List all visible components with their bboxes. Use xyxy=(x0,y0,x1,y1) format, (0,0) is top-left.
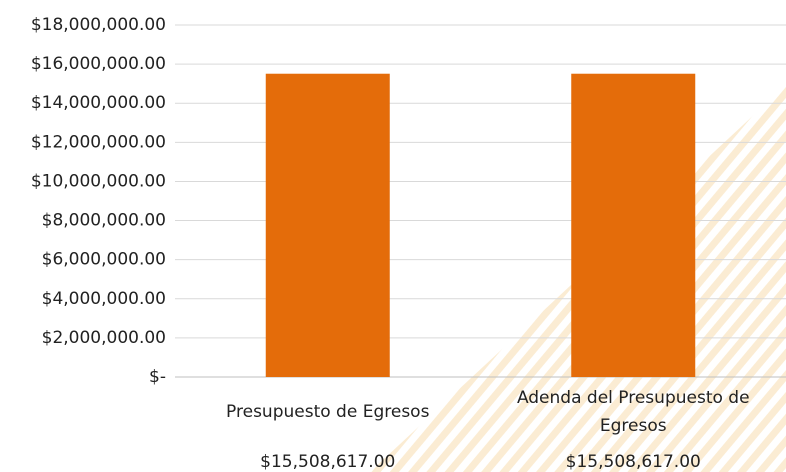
y-tick-label: $14,000,000.00 xyxy=(31,93,166,113)
y-tick-label: $6,000,000.00 xyxy=(42,250,166,270)
y-tick-label: $2,000,000.00 xyxy=(42,328,166,348)
x-tick-label: Adenda del Presupuesto de Egresos xyxy=(516,388,750,436)
value-label: $15,508,617.00 xyxy=(566,452,701,472)
y-tick-label: $10,000,000.00 xyxy=(31,171,166,191)
y-tick-label: $12,000,000.00 xyxy=(31,132,166,152)
y-tick-label: $- xyxy=(149,367,166,387)
value-label: $15,508,617.00 xyxy=(260,452,395,472)
bar xyxy=(265,73,390,378)
y-tick-label: $16,000,000.00 xyxy=(31,54,166,74)
bar xyxy=(571,73,696,378)
y-tick-label: $4,000,000.00 xyxy=(42,289,166,309)
x-tick-label: Presupuesto de Egresos xyxy=(226,402,430,422)
y-tick-label: $18,000,000.00 xyxy=(31,15,166,35)
y-tick-label: $8,000,000.00 xyxy=(42,211,166,231)
